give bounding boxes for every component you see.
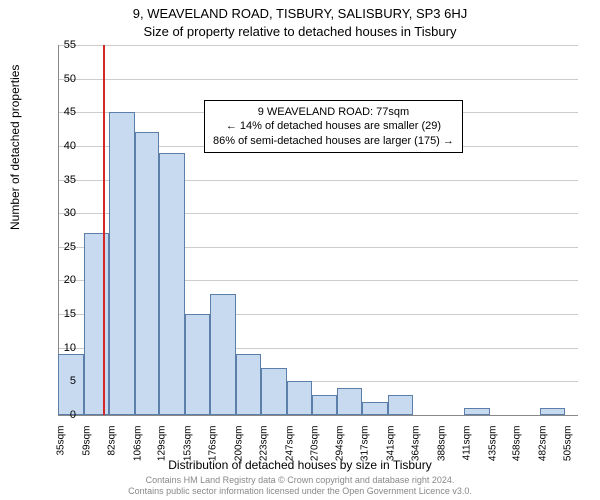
histogram-bar bbox=[236, 354, 261, 415]
x-tick-label: 59sqm bbox=[81, 426, 92, 476]
x-tick-label: 388sqm bbox=[436, 426, 447, 476]
y-tick-label: 30 bbox=[46, 207, 76, 219]
y-tick-label: 50 bbox=[46, 73, 76, 85]
chart-title-address: 9, WEAVELAND ROAD, TISBURY, SALISBURY, S… bbox=[0, 6, 600, 21]
x-tick-label: 129sqm bbox=[157, 426, 168, 476]
y-tick-label: 10 bbox=[46, 342, 76, 354]
x-tick-label: 270sqm bbox=[309, 426, 320, 476]
x-tick-label: 505sqm bbox=[563, 426, 574, 476]
y-tick-label: 20 bbox=[46, 274, 76, 286]
y-tick-label: 25 bbox=[46, 241, 76, 253]
histogram-bar bbox=[337, 388, 362, 415]
x-tick-label: 482sqm bbox=[538, 426, 549, 476]
x-tick-label: 176sqm bbox=[208, 426, 219, 476]
x-tick-label: 247sqm bbox=[284, 426, 295, 476]
indicator-line bbox=[103, 45, 105, 415]
histogram-bar bbox=[312, 395, 338, 415]
histogram-bar bbox=[159, 153, 185, 415]
annotation-box: 9 WEAVELAND ROAD: 77sqm← 14% of detached… bbox=[204, 100, 463, 153]
x-tick-label: 317sqm bbox=[360, 426, 371, 476]
x-tick-label: 458sqm bbox=[512, 426, 523, 476]
y-tick-label: 55 bbox=[46, 39, 76, 51]
footer-line1: Contains HM Land Registry data © Crown c… bbox=[0, 475, 600, 486]
x-tick-label: 153sqm bbox=[183, 426, 194, 476]
chart-title-desc: Size of property relative to detached ho… bbox=[0, 24, 600, 39]
y-tick-label: 0 bbox=[46, 409, 76, 421]
y-tick-label: 40 bbox=[46, 140, 76, 152]
footer-attribution: Contains HM Land Registry data © Crown c… bbox=[0, 475, 600, 497]
histogram-bar bbox=[464, 408, 490, 415]
histogram-bar bbox=[388, 395, 413, 415]
x-tick-label: 435sqm bbox=[487, 426, 498, 476]
x-tick-label: 106sqm bbox=[132, 426, 143, 476]
footer-line2: Contains public sector information licen… bbox=[0, 486, 600, 497]
x-axis-line bbox=[58, 415, 578, 416]
x-tick-label: 411sqm bbox=[461, 426, 472, 476]
histogram-bar bbox=[362, 402, 388, 415]
y-tick-label: 15 bbox=[46, 308, 76, 320]
x-tick-label: 294sqm bbox=[335, 426, 346, 476]
plot-area: 9 WEAVELAND ROAD: 77sqm← 14% of detached… bbox=[58, 45, 578, 415]
histogram-bar bbox=[185, 314, 210, 415]
histogram-bar bbox=[287, 381, 312, 415]
x-tick-label: 200sqm bbox=[234, 426, 245, 476]
y-tick-label: 45 bbox=[46, 106, 76, 118]
x-tick-label: 35sqm bbox=[56, 426, 67, 476]
histogram-bar bbox=[135, 132, 160, 415]
histogram-bar bbox=[540, 408, 565, 415]
y-axis-label: Number of detached properties bbox=[8, 65, 22, 230]
annotation-line3: 86% of semi-detached houses are larger (… bbox=[213, 134, 454, 148]
gridline bbox=[58, 45, 578, 46]
y-tick-label: 35 bbox=[46, 174, 76, 186]
histogram-bar bbox=[109, 112, 135, 415]
y-tick-label: 5 bbox=[46, 375, 76, 387]
x-tick-label: 82sqm bbox=[106, 426, 117, 476]
x-tick-label: 341sqm bbox=[386, 426, 397, 476]
gridline bbox=[58, 79, 578, 80]
histogram-chart: 9, WEAVELAND ROAD, TISBURY, SALISBURY, S… bbox=[0, 0, 600, 500]
annotation-line2: ← 14% of detached houses are smaller (29… bbox=[213, 119, 454, 133]
x-tick-label: 223sqm bbox=[258, 426, 269, 476]
histogram-bar bbox=[210, 294, 236, 415]
x-tick-label: 364sqm bbox=[410, 426, 421, 476]
histogram-bar bbox=[261, 368, 287, 415]
annotation-line1: 9 WEAVELAND ROAD: 77sqm bbox=[213, 105, 454, 119]
